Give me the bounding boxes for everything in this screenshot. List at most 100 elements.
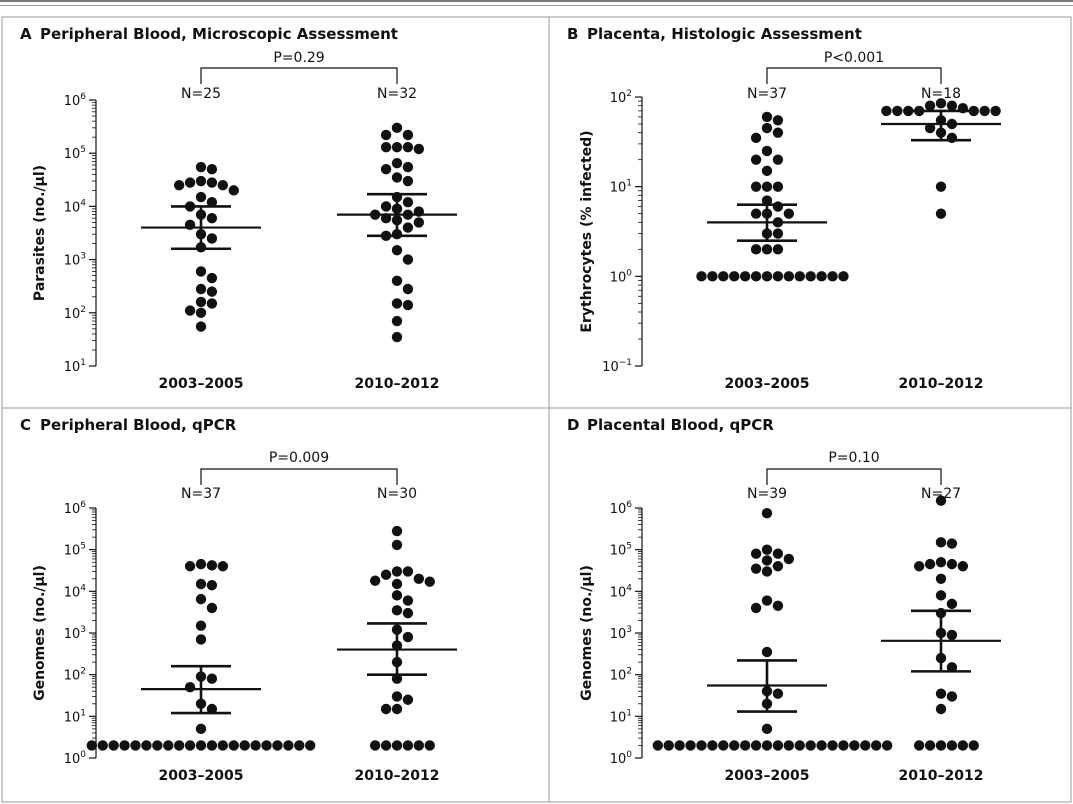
data-point — [881, 105, 892, 117]
n-label: N=37 — [747, 86, 787, 102]
top-rule-thin — [0, 5, 1073, 6]
y-axis-title: Genomes (no./μl) — [32, 565, 48, 701]
data-point — [206, 164, 218, 175]
y-tick-label: 103 — [610, 625, 632, 642]
data-point — [402, 141, 414, 153]
data-point — [935, 181, 947, 192]
p-value-label: P=0.009 — [269, 450, 329, 466]
y-axis-title: Erythrocytes (% infected) — [579, 130, 595, 332]
data-point — [761, 145, 773, 157]
data-point — [86, 740, 98, 751]
data-point — [707, 271, 718, 282]
data-point — [261, 740, 272, 751]
data-point — [750, 181, 762, 192]
data-point — [283, 740, 294, 751]
data-point — [391, 157, 403, 169]
data-point — [816, 271, 827, 282]
data-point — [772, 115, 784, 126]
data-point — [696, 740, 707, 751]
y-tick-label: 103 — [64, 252, 86, 269]
panel-title: Peripheral Blood, qPCR — [40, 416, 237, 434]
data-point — [772, 600, 784, 611]
n-label: N=39 — [747, 486, 787, 502]
data-point — [946, 598, 958, 610]
y-tick-label: 101 — [610, 179, 632, 196]
data-point — [195, 296, 207, 308]
data-point — [860, 740, 871, 751]
data-point — [195, 740, 207, 751]
data-point — [871, 740, 882, 751]
data-point — [206, 602, 218, 614]
y-tick-label: 105 — [610, 542, 632, 559]
y-tick-label: 101 — [64, 358, 86, 375]
data-point — [206, 560, 218, 571]
data-point — [935, 208, 947, 219]
data-point — [195, 191, 207, 203]
data-point — [195, 723, 207, 735]
data-point — [402, 254, 414, 265]
data-point — [990, 105, 1001, 117]
data-point — [402, 740, 414, 751]
data-point — [729, 740, 740, 751]
data-point — [206, 703, 218, 715]
data-point — [391, 172, 403, 183]
data-point — [119, 740, 130, 751]
data-point — [761, 508, 773, 519]
data-point — [935, 557, 947, 568]
data-point — [761, 165, 773, 177]
data-point — [946, 100, 958, 111]
y-tick-label: 103 — [64, 625, 86, 642]
data-point — [206, 740, 218, 751]
data-point — [761, 181, 773, 192]
data-point — [761, 271, 773, 282]
data-point — [206, 673, 218, 684]
data-point — [130, 740, 141, 751]
data-point — [816, 740, 827, 751]
data-point — [195, 593, 207, 605]
data-point — [718, 271, 729, 282]
data-point — [184, 177, 196, 188]
data-point — [761, 555, 773, 566]
y-tick-label: 105 — [64, 145, 86, 162]
data-point — [772, 244, 784, 255]
data-point — [750, 154, 762, 165]
data-point — [761, 646, 773, 658]
data-point — [184, 740, 196, 751]
data-point — [946, 538, 958, 549]
panel-title: Placental Blood, qPCR — [587, 416, 774, 434]
data-point — [250, 740, 261, 751]
data-point — [206, 233, 218, 244]
data-point — [239, 740, 250, 751]
n-label: N=27 — [921, 486, 961, 502]
p-value-label: P=0.10 — [828, 450, 879, 466]
data-point — [772, 271, 784, 282]
y-tick-label: 10−1 — [602, 358, 632, 375]
x-category-label: 2010–2012 — [355, 376, 440, 392]
data-point — [206, 272, 218, 284]
n-label: N=18 — [921, 86, 961, 102]
data-point — [141, 740, 152, 751]
top-rule — [0, 0, 1073, 2]
x-category-label: 2010–2012 — [899, 768, 984, 784]
panel-letter: B — [567, 25, 578, 43]
x-category-label: 2003–2005 — [725, 376, 810, 392]
data-point — [761, 566, 773, 577]
p-bracket — [200, 468, 398, 485]
data-point — [402, 631, 414, 643]
y-tick-label: 106 — [64, 500, 87, 517]
data-point — [827, 740, 838, 751]
y-axis-title: Parasites (no./μl) — [32, 165, 48, 301]
y-tick-label: 100 — [610, 268, 633, 285]
data-point — [946, 691, 958, 702]
data-point — [772, 201, 784, 212]
y-tick-label: 102 — [610, 667, 632, 684]
data-point — [761, 723, 773, 735]
data-point — [206, 298, 218, 309]
n-label: N=32 — [377, 86, 417, 102]
y-axis-title: Genomes (no./μl) — [579, 565, 595, 701]
data-point — [783, 553, 795, 565]
y-tick-label: 104 — [64, 198, 87, 215]
x-category-label: 2010–2012 — [355, 768, 440, 784]
data-point — [979, 105, 990, 117]
